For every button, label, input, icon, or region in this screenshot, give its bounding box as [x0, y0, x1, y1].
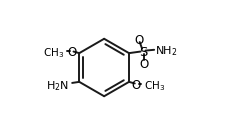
Text: O: O [139, 58, 148, 71]
Text: O: O [67, 46, 77, 59]
Text: CH$_3$: CH$_3$ [144, 79, 165, 93]
Text: O: O [132, 79, 141, 92]
Text: NH$_2$: NH$_2$ [155, 45, 177, 58]
Text: H$_2$N: H$_2$N [46, 79, 69, 92]
Text: S: S [139, 46, 147, 59]
Text: CH$_3$: CH$_3$ [43, 46, 64, 60]
Text: O: O [134, 34, 144, 47]
